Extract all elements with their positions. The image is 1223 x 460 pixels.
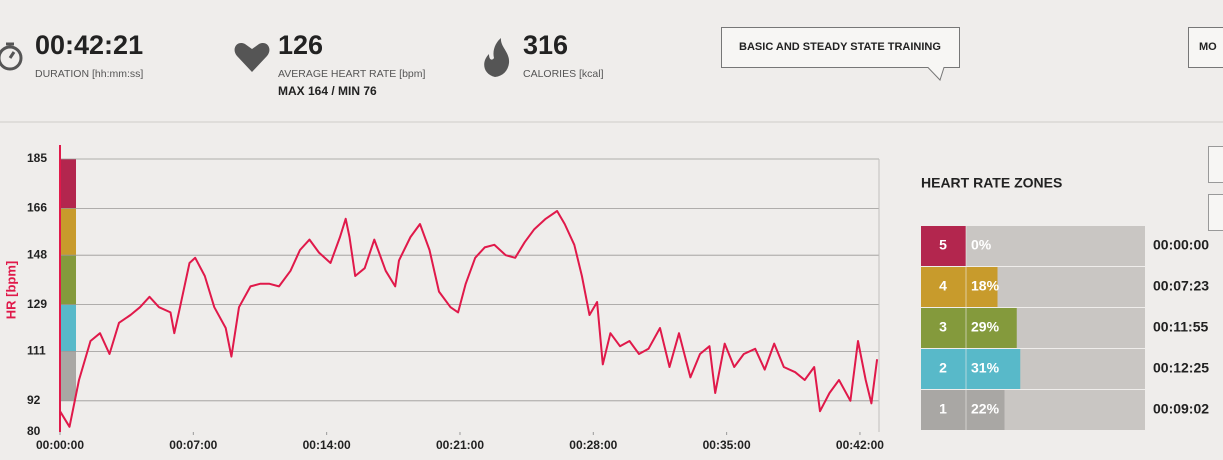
y-axis-label: HR [bpm] bbox=[3, 261, 18, 320]
zone-percent: 0% bbox=[971, 237, 992, 253]
zone-time: 00:12:25 bbox=[1153, 360, 1209, 376]
settings-button[interactable] bbox=[1208, 146, 1223, 183]
zone-percent: 22% bbox=[971, 401, 1000, 417]
zone-band bbox=[61, 304, 76, 352]
y-tick-label: 129 bbox=[27, 297, 47, 311]
duration-label: DURATION [hh:mm:ss] bbox=[35, 68, 143, 80]
y-tick-label: 148 bbox=[27, 247, 47, 261]
zone-percent: 31% bbox=[971, 360, 1000, 376]
zone-time: 00:07:23 bbox=[1153, 278, 1209, 294]
zone-percent-bar bbox=[921, 226, 966, 266]
x-tick-label: 00:42:00 bbox=[836, 438, 884, 452]
heart-rate-label: AVERAGE HEART RATE [bpm] bbox=[278, 68, 426, 80]
x-tick-label: 00:28:00 bbox=[569, 438, 617, 452]
zone-percent-bar bbox=[921, 390, 1005, 430]
zone-percent-bar bbox=[921, 267, 998, 307]
calories-value: 316 bbox=[523, 30, 568, 60]
heart-rate-value: 126 bbox=[278, 30, 323, 60]
zone-band bbox=[61, 208, 76, 256]
zone-time: 00:09:02 bbox=[1153, 401, 1209, 417]
x-tick-label: 00:14:00 bbox=[303, 438, 351, 452]
calories-label: CALORIES [kcal] bbox=[523, 68, 604, 80]
zone-number: 2 bbox=[939, 360, 947, 376]
y-tick-label: 111 bbox=[27, 344, 46, 358]
zone-band bbox=[61, 351, 76, 401]
zone-time: 00:11:55 bbox=[1153, 319, 1208, 335]
zone-number: 3 bbox=[939, 319, 947, 335]
x-tick-label: 00:35:00 bbox=[703, 438, 751, 452]
zone-percent-bar bbox=[921, 308, 1017, 348]
duration-value: 00:42:21 bbox=[35, 30, 143, 60]
zone-percent: 29% bbox=[971, 319, 1000, 335]
heart-rate-max-min: MAX 164 / MIN 76 bbox=[278, 84, 377, 98]
heart-icon bbox=[234, 43, 270, 72]
y-tick-label: 92 bbox=[27, 393, 41, 407]
zone-time: 00:00:00 bbox=[1153, 237, 1209, 253]
more-button[interactable]: MO bbox=[1199, 41, 1217, 53]
training-button[interactable]: BASIC AND STEADY STATE TRAINING bbox=[739, 41, 941, 53]
expand-button[interactable] bbox=[1208, 194, 1223, 231]
zone-number: 5 bbox=[939, 237, 947, 253]
zone-number: 4 bbox=[939, 278, 947, 294]
x-tick-label: 00:00:00 bbox=[36, 438, 84, 452]
hr-line bbox=[59, 210, 879, 428]
training-button-frame[interactable] bbox=[721, 27, 960, 81]
y-tick-label: 80 bbox=[27, 424, 41, 438]
zone-percent: 18% bbox=[971, 278, 1000, 294]
zone-number: 1 bbox=[939, 401, 947, 417]
stopwatch-icon bbox=[0, 42, 23, 71]
x-tick-label: 00:21:00 bbox=[436, 438, 484, 452]
zone-percent-bar bbox=[921, 349, 1021, 389]
zone-band bbox=[61, 159, 76, 209]
more-button-frame[interactable] bbox=[1188, 27, 1223, 68]
zone-band bbox=[61, 255, 76, 305]
flame-icon bbox=[484, 38, 510, 77]
y-tick-label: 166 bbox=[27, 201, 47, 215]
x-tick-label: 00:07:00 bbox=[169, 438, 217, 452]
y-tick-label: 185 bbox=[27, 151, 47, 165]
zones-title: HEART RATE ZONES bbox=[921, 175, 1062, 191]
